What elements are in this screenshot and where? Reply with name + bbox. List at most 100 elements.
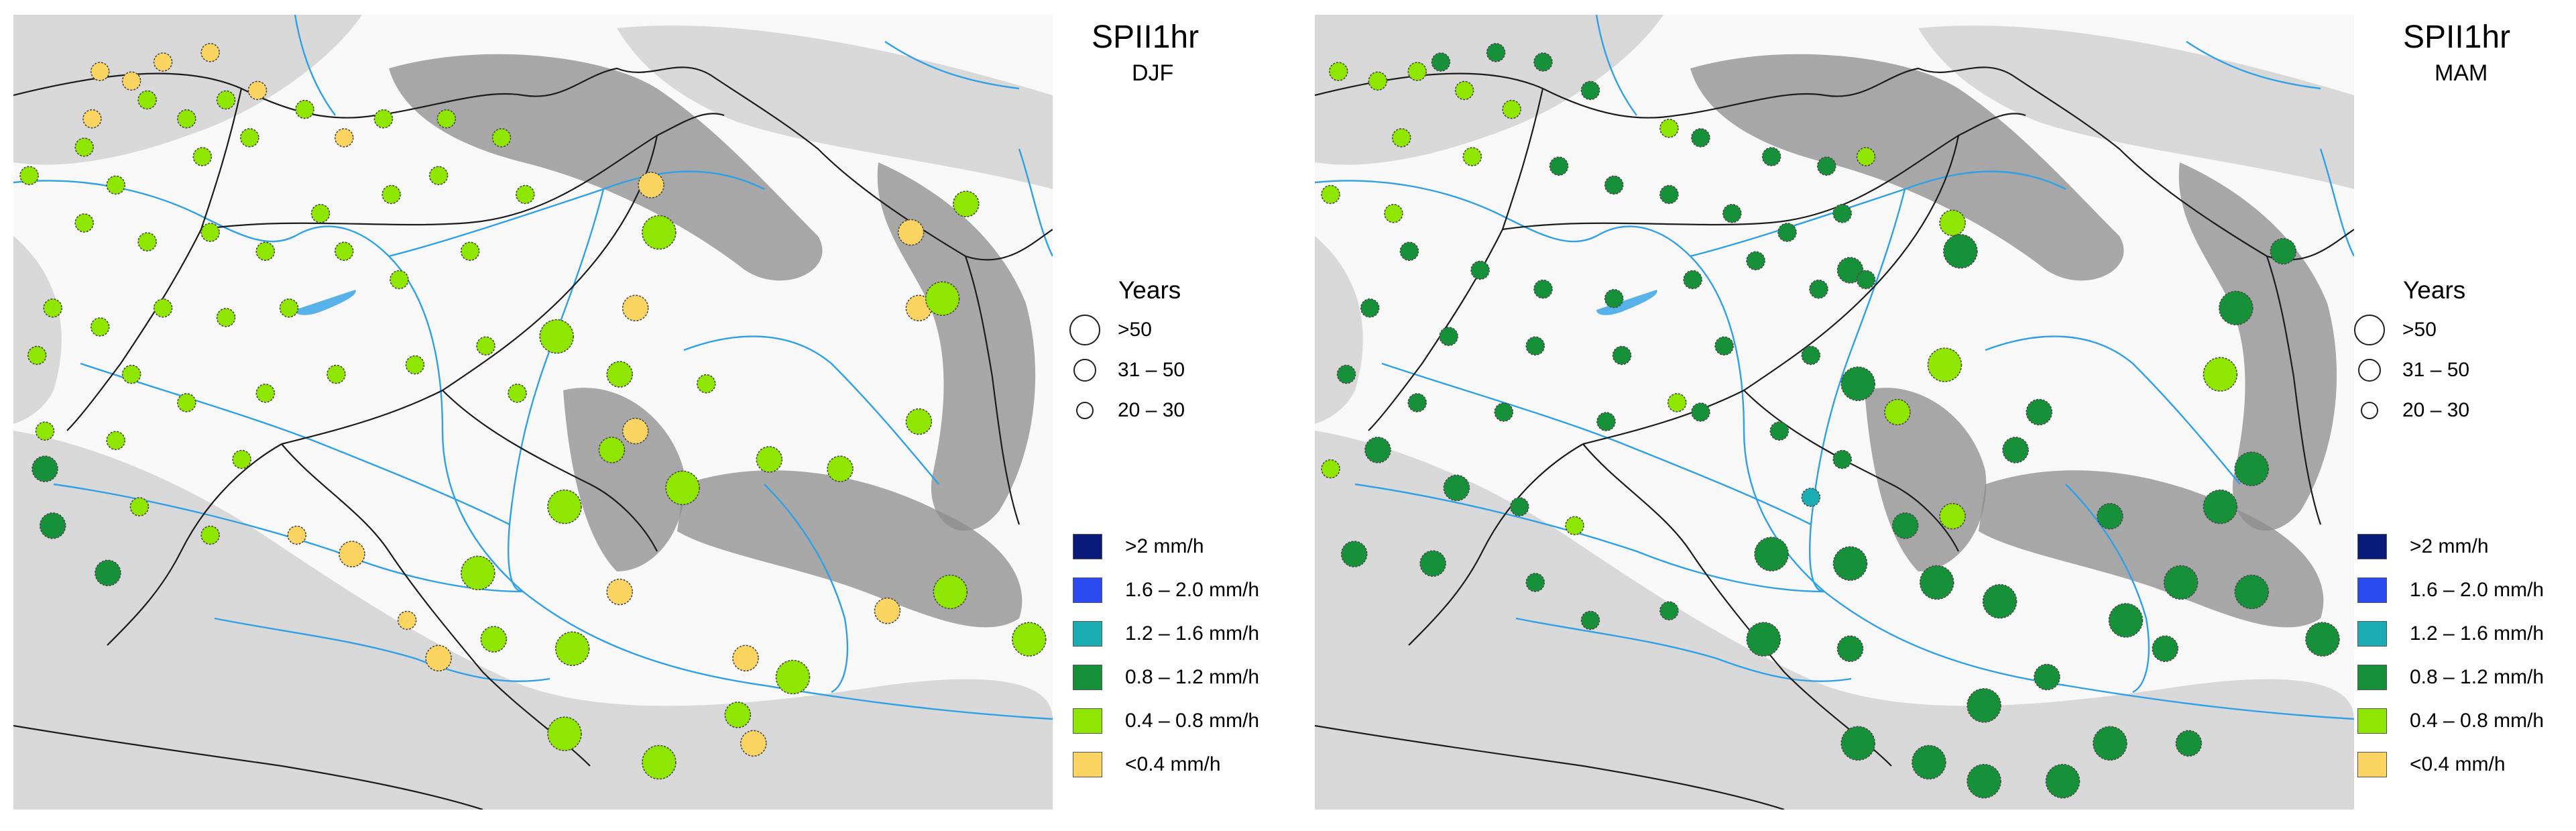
station-marker bbox=[90, 62, 110, 81]
country-border bbox=[1315, 66, 2013, 119]
mountain-relief bbox=[563, 388, 685, 571]
station-marker bbox=[905, 408, 933, 435]
station-marker bbox=[19, 166, 39, 186]
size-circle-medium bbox=[1073, 359, 1096, 382]
station-marker bbox=[2002, 437, 2029, 463]
country-border bbox=[281, 443, 591, 767]
station-marker bbox=[1502, 99, 1521, 119]
station-marker bbox=[1565, 516, 1584, 536]
legend-swatch bbox=[1073, 534, 1102, 559]
station-marker bbox=[129, 497, 150, 516]
river-line bbox=[683, 335, 939, 485]
station-marker bbox=[1836, 257, 1864, 284]
station-marker bbox=[334, 128, 354, 148]
legend-label: 0.4 – 0.8 mm/h bbox=[1125, 710, 1260, 732]
size-circle-large bbox=[2354, 315, 2385, 345]
station-marker bbox=[121, 71, 141, 91]
station-marker bbox=[2203, 357, 2238, 392]
station-marker bbox=[1494, 402, 1514, 422]
legend-swatch bbox=[2357, 665, 2387, 690]
river-line bbox=[294, 15, 336, 116]
river-line bbox=[884, 41, 1020, 90]
station-marker bbox=[255, 241, 276, 262]
station-marker bbox=[476, 336, 495, 356]
map-mam bbox=[1315, 15, 2354, 810]
map-title: SPII1hr bbox=[1092, 19, 1199, 55]
station-marker bbox=[153, 298, 173, 318]
station-marker bbox=[1840, 726, 1876, 761]
mountain-relief bbox=[2178, 162, 2337, 531]
years-legend-heading: Years bbox=[1118, 276, 1181, 304]
relief-area bbox=[13, 15, 362, 165]
station-marker bbox=[2108, 603, 2144, 638]
station-marker bbox=[554, 631, 590, 667]
map-djf bbox=[13, 15, 1053, 810]
station-marker bbox=[327, 364, 346, 384]
station-marker bbox=[1691, 128, 1710, 148]
station-marker bbox=[232, 449, 251, 469]
station-marker bbox=[176, 109, 196, 129]
station-marker bbox=[200, 43, 220, 62]
station-marker bbox=[2097, 502, 2123, 530]
station-marker bbox=[82, 109, 102, 129]
station-marker bbox=[339, 541, 365, 567]
season-label: MAM bbox=[2435, 60, 2488, 86]
station-marker bbox=[606, 361, 634, 388]
size-label: 20 – 30 bbox=[2402, 399, 2470, 421]
years-legend-heading: Years bbox=[2403, 276, 2466, 304]
station-marker bbox=[390, 270, 409, 290]
station-marker bbox=[1912, 744, 1946, 780]
station-marker bbox=[2175, 730, 2203, 757]
lake bbox=[1596, 290, 1657, 315]
station-marker bbox=[2093, 726, 2127, 761]
mountain-relief bbox=[389, 54, 823, 281]
station-marker bbox=[1939, 502, 1966, 530]
relief-area bbox=[13, 431, 1053, 810]
station-marker bbox=[106, 175, 125, 195]
river-line bbox=[13, 180, 1053, 720]
station-marker bbox=[1683, 270, 1702, 290]
station-marker bbox=[192, 147, 213, 166]
country-border bbox=[13, 66, 711, 119]
station-marker bbox=[1927, 347, 1963, 382]
station-marker bbox=[239, 128, 259, 148]
relief-area bbox=[1918, 25, 2354, 189]
station-marker bbox=[1360, 298, 1380, 318]
station-marker bbox=[1777, 223, 1797, 242]
station-marker bbox=[732, 645, 759, 672]
season-label: DJF bbox=[1132, 60, 1174, 86]
station-marker bbox=[598, 437, 626, 463]
country-border bbox=[442, 390, 658, 552]
station-marker bbox=[1336, 364, 1356, 384]
legend-label: >2 mm/h bbox=[1125, 535, 1204, 557]
station-marker bbox=[90, 317, 110, 337]
size-label: 31 – 50 bbox=[1118, 359, 1185, 381]
station-marker bbox=[1509, 497, 1529, 516]
size-label: 20 – 30 bbox=[1118, 399, 1185, 421]
station-marker bbox=[897, 219, 925, 246]
station-marker bbox=[1856, 147, 1876, 166]
country-border bbox=[2266, 256, 2322, 525]
country-border bbox=[13, 724, 483, 810]
mountain-relief bbox=[877, 162, 1036, 531]
size-legend-row: 31 – 50 bbox=[2358, 350, 2469, 390]
station-marker bbox=[1470, 260, 1490, 280]
country-border bbox=[1582, 443, 1892, 767]
panel-mam: SPII1hr MAM Years >50 31 – 50 20 – 30 >2… bbox=[1288, 0, 2576, 831]
station-marker bbox=[1746, 622, 1781, 657]
station-marker bbox=[1533, 52, 1553, 72]
station-marker bbox=[1832, 203, 1853, 223]
station-marker bbox=[176, 393, 196, 412]
station-marker bbox=[1884, 398, 1911, 426]
station-marker bbox=[137, 90, 157, 110]
station-marker bbox=[1419, 550, 1446, 577]
lake bbox=[295, 290, 356, 315]
station-marker bbox=[255, 383, 276, 403]
legend-label: 0.4 – 0.8 mm/h bbox=[2410, 710, 2544, 732]
station-marker bbox=[310, 203, 331, 223]
station-marker bbox=[2034, 663, 2060, 691]
size-circle-large bbox=[1069, 315, 1100, 345]
size-legend-row: >50 bbox=[2354, 310, 2437, 350]
river-line bbox=[80, 362, 510, 526]
station-marker bbox=[95, 559, 121, 587]
